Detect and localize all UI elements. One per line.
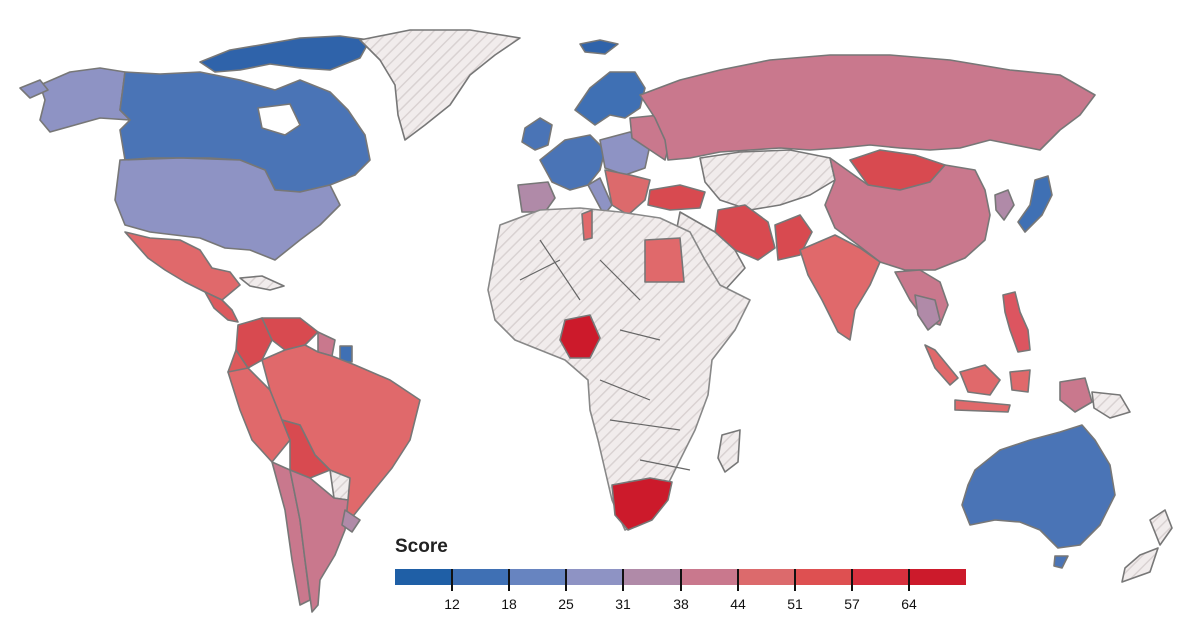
region-central-america[interactable]: Central America xyxy=(204,291,239,323)
region-malaysia[interactable]: Indonesia xyxy=(924,344,959,386)
legend-tick-mark xyxy=(851,569,853,591)
legend-tick-mark xyxy=(737,569,739,591)
region-mexico[interactable]: Mexico xyxy=(124,231,241,301)
legend-swatch xyxy=(566,569,624,585)
region-alaska-tip[interactable]: Alaska xyxy=(19,79,49,99)
region-madagascar[interactable]: Madagascar xyxy=(717,429,741,473)
region-western-europe[interactable]: Western Europe xyxy=(539,134,606,191)
legend-swatch xyxy=(395,569,453,585)
region-indonesia[interactable]: Indonesia xyxy=(954,364,1031,413)
region-india[interactable]: India xyxy=(799,234,881,341)
region-philippines[interactable]: Philippines xyxy=(1002,291,1031,353)
legend-tick-label: 51 xyxy=(787,596,803,612)
legend-tick-mark xyxy=(508,569,510,591)
region-iberia[interactable]: Iberia xyxy=(517,181,556,213)
legend-swatch xyxy=(851,569,909,585)
legend-tick-mark xyxy=(622,569,624,591)
legend-swatch xyxy=(509,569,567,585)
region-turkey[interactable]: Iran xyxy=(647,184,706,211)
region-bolivia[interactable]: Bolivia xyxy=(281,419,331,479)
region-thailand[interactable]: Thailand xyxy=(914,294,941,331)
region-nigeria[interactable]: Nigeria xyxy=(559,314,601,359)
legend-tick-mark xyxy=(794,569,796,591)
legend-swatch xyxy=(794,569,852,585)
region-argentina[interactable]: Argentina xyxy=(289,469,349,613)
legend-swatch xyxy=(737,569,795,585)
region-egypt[interactable]: Egypt xyxy=(644,237,685,283)
legend-tick-mark xyxy=(451,569,453,591)
region-australia[interactable]: Australia xyxy=(961,424,1116,549)
region-ireland-uk[interactable]: Ireland / UK xyxy=(521,117,553,151)
region-papua-new-guinea[interactable]: Papua New Guinea xyxy=(1059,377,1093,413)
legend-swatch xyxy=(452,569,510,585)
region-africa[interactable]: Africa xyxy=(487,207,751,531)
legend-swatch xyxy=(908,569,966,585)
region-tasmania[interactable]: Australia xyxy=(1053,555,1069,569)
legend-tick-label: 64 xyxy=(901,596,917,612)
legend-tick-label: 38 xyxy=(673,596,689,612)
legend-tick-mark xyxy=(680,569,682,591)
region-alaska[interactable]: Alaska xyxy=(39,67,131,133)
region-canadian-arctic-islands[interactable]: Canadian Arctic Islands xyxy=(199,35,371,73)
region-iceland[interactable]: Iceland xyxy=(579,39,619,55)
region-russia[interactable]: Russia xyxy=(639,54,1096,161)
country-borders xyxy=(519,239,691,471)
region-kazakhstan[interactable]: Kazakhstan / Central Asia xyxy=(699,149,836,211)
region-suriname[interactable]: Suriname xyxy=(339,345,353,363)
legend-ticks: 12 18 25 31 38 44 51 57 64 xyxy=(395,569,966,612)
region-korea[interactable]: Korea xyxy=(994,189,1015,221)
region-united-states[interactable]: United States xyxy=(114,157,341,261)
legend-tick-label: 31 xyxy=(615,596,631,612)
region-cuba[interactable]: Cuba xyxy=(239,275,285,291)
region-canada-bay[interactable]: Canada xyxy=(257,103,301,136)
region-new-guinea-east[interactable]: Papua New Guinea xyxy=(1091,391,1131,419)
legend-swatch xyxy=(680,569,738,585)
legend-title: Score xyxy=(395,536,448,557)
region-china[interactable]: China xyxy=(824,157,991,271)
region-south-africa[interactable]: South Africa xyxy=(611,477,673,531)
region-new-zealand[interactable]: New Zealand xyxy=(1121,509,1173,583)
region-japan[interactable]: Japan xyxy=(1017,175,1053,233)
legend-tick-label: 57 xyxy=(844,596,860,612)
legend-tick-label: 18 xyxy=(501,596,517,612)
region-greenland[interactable]: Greenland xyxy=(359,29,521,141)
region-venezuela[interactable]: Venezuela xyxy=(261,317,319,351)
region-uruguay[interactable]: Uruguay xyxy=(341,509,361,533)
region-central-europe[interactable]: Central Europe xyxy=(599,131,651,176)
legend-tick-label: 44 xyxy=(730,596,746,612)
region-balkans[interactable]: Balkans xyxy=(604,169,651,216)
legend-color-ramp xyxy=(395,569,966,585)
region-tunisia[interactable]: Tunisia xyxy=(581,209,593,241)
legend-tick-label: 12 xyxy=(444,596,460,612)
legend-tick-mark xyxy=(908,569,910,591)
legend-tick-label: 25 xyxy=(558,596,574,612)
legend-swatch xyxy=(623,569,681,585)
legend-tick-mark xyxy=(565,569,567,591)
